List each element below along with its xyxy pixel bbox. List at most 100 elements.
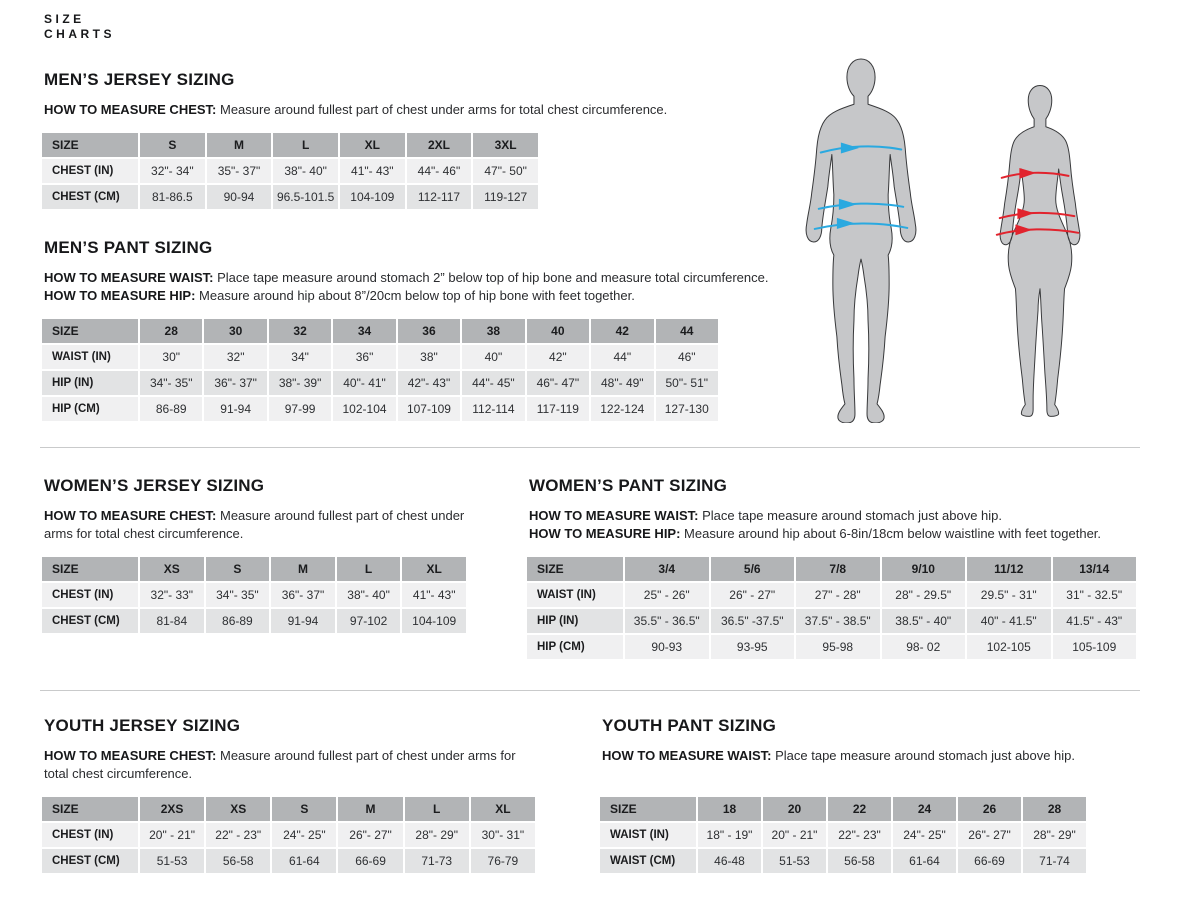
measurement-cell: 27" - 28"	[796, 583, 880, 607]
youth-jersey-section: YOUTH JERSEY SIZING HOW TO MEASURE CHEST…	[42, 716, 562, 875]
table-row: CHEST (IN) 32"- 34" 35"- 37" 38"- 40" 41"- 4…	[42, 159, 538, 183]
measurement-cell: 61-64	[272, 849, 337, 873]
womens-jersey-instructions: HOW TO MEASURE CHEST: Measure around ful…	[42, 507, 477, 543]
measurement-cell: 122-124	[591, 397, 654, 421]
measurement-cell: 36"- 37"	[271, 583, 335, 607]
size-column-header: 2XL	[406, 133, 472, 157]
measurement-cell: 36"	[333, 345, 396, 369]
size-column-header: 28	[140, 319, 203, 343]
measurement-cell: 81-86.5	[140, 185, 205, 209]
row-label: CHEST (IN)	[42, 583, 138, 607]
size-column-header: L	[336, 557, 401, 581]
womens-jersey-section: WOMEN’S JERSEY SIZING HOW TO MEASURE CHE…	[42, 476, 492, 635]
row-label: HIP (CM)	[42, 397, 138, 421]
waist-measurement-arrow	[817, 198, 905, 210]
size-column-header: S	[272, 797, 337, 821]
measure-line: HOW TO MEASURE WAIST: Place tape measure…	[529, 507, 1147, 525]
measurement-cell: 29.5" - 31"	[967, 583, 1051, 607]
measure-label: HOW TO MEASURE HIP:	[529, 526, 681, 541]
measurement-cell: 104-109	[339, 185, 405, 209]
measurement-cell: 31" - 32.5"	[1052, 583, 1136, 607]
measurement-cell: 34"- 35"	[140, 371, 203, 395]
measurement-cell: 61-64	[893, 849, 956, 873]
measurement-cell: 30"- 31"	[470, 823, 535, 847]
measurement-cell: 40" - 41.5"	[967, 609, 1051, 633]
measurement-cell: 47"- 50"	[473, 159, 538, 183]
measurement-cell: 32"- 33"	[140, 583, 204, 607]
measurement-cell: 40"	[462, 345, 525, 369]
measure-label: HOW TO MEASURE WAIST:	[44, 270, 214, 285]
size-column-header: L	[273, 133, 338, 157]
womens-pant-instructions: HOW TO MEASURE WAIST: Place tape measure…	[527, 507, 1147, 543]
measurement-cell: 36.5" -37.5"	[710, 609, 794, 633]
measurement-cell: 42"- 43"	[397, 371, 461, 395]
measurement-cell: 34"- 35"	[205, 583, 270, 607]
measurement-cell: 20" - 21"	[140, 823, 205, 847]
hip-measurement-arrow	[995, 224, 1080, 236]
table-row: CHEST (CM) 51-53 56-58 61-64 66-69 71-73 76-79	[42, 849, 535, 873]
measurement-cell: 28"- 29"	[404, 823, 469, 847]
table-row: CHEST (CM) 81-86.5 90-94 96.5-101.5 104-109 1…	[42, 185, 538, 209]
male-figure-diagram	[805, 58, 917, 423]
youth-pant-instructions: HOW TO MEASURE WAIST: Place tape measure…	[600, 747, 1100, 783]
measurement-cell: 51-53	[763, 849, 826, 873]
measurement-cell: 71-74	[1023, 849, 1086, 873]
measurement-cell: 112-114	[462, 397, 525, 421]
row-label: CHEST (CM)	[42, 609, 138, 633]
measurement-cell: 91-94	[204, 397, 267, 421]
measurement-cell: 28"- 29"	[1023, 823, 1086, 847]
table-row: CHEST (IN) 32"- 33" 34"- 35" 36"- 37" 38"- 4…	[42, 583, 466, 607]
size-column-header: XL	[339, 133, 405, 157]
measure-line: HOW TO MEASURE WAIST: Place tape measure…	[602, 747, 1100, 765]
section-divider	[40, 447, 1140, 448]
row-label: CHEST (CM)	[42, 185, 138, 209]
measurement-cell: 22" - 23"	[206, 823, 271, 847]
size-column-header: XS	[140, 557, 204, 581]
womens-jersey-sizing-table: SIZE XS S M L XL CHEST (IN) 32"- 33" 34"- 35" 36"…	[40, 555, 468, 635]
size-column-header: M	[338, 797, 403, 821]
measurement-cell: 32"	[204, 345, 267, 369]
size-label-header: SIZE	[42, 557, 138, 581]
measurement-cell: 50"- 51"	[655, 371, 718, 395]
measure-text: Place tape measure around stomach just a…	[698, 508, 1002, 523]
measurement-cell: 66-69	[338, 849, 403, 873]
measurement-cell: 36"- 37"	[204, 371, 267, 395]
mens-jersey-instructions: HOW TO MEASURE CHEST: Measure around ful…	[42, 101, 782, 119]
size-column-header: 38	[462, 319, 525, 343]
measurement-cell: 44"- 46"	[406, 159, 472, 183]
measurement-cell: 90-93	[625, 635, 709, 659]
size-column-header: 24	[893, 797, 956, 821]
measurement-cell: 90-94	[206, 185, 272, 209]
measure-text: Measure around fullest part of chest und…	[216, 102, 668, 117]
size-column-header: XS	[206, 797, 271, 821]
measure-line: HOW TO MEASURE CHEST: Measure around ful…	[44, 101, 782, 119]
youth-jersey-instructions: HOW TO MEASURE CHEST: Measure around ful…	[42, 747, 532, 783]
measurement-cell: 46"- 47"	[526, 371, 590, 395]
table-row: WAIST (IN) 25" - 26" 26" - 27" 27" - 28" 28"…	[527, 583, 1136, 607]
size-column-header: M	[206, 133, 272, 157]
youth-jersey-title: YOUTH JERSEY SIZING	[44, 716, 241, 735]
measurement-cell: 104-109	[402, 609, 466, 633]
measurement-cell: 51-53	[140, 849, 205, 873]
measurement-cell: 34"	[268, 345, 332, 369]
measurement-cell: 46-48	[698, 849, 761, 873]
measure-text: Place tape measure around stomach just a…	[771, 748, 1075, 763]
size-label-header: SIZE	[42, 133, 138, 157]
measurement-cell: 24"- 25"	[272, 823, 337, 847]
size-column-header: 22	[828, 797, 891, 821]
size-column-header: 28	[1023, 797, 1086, 821]
female-body-silhouette	[999, 85, 1081, 417]
womens-pant-title: WOMEN’S PANT SIZING	[529, 476, 728, 495]
youth-pant-title: YOUTH PANT SIZING	[602, 716, 777, 735]
size-column-header: 20	[763, 797, 826, 821]
row-label: HIP (IN)	[42, 371, 138, 395]
table-row: CHEST (CM) 81-84 86-89 91-94 97-102 104-109	[42, 609, 466, 633]
mens-pant-sizing-table: SIZE 28 30 32 34 36 38 40 42 44 WAIST (IN) 30" 32" 34…	[40, 317, 720, 423]
size-column-header: 42	[591, 319, 654, 343]
size-column-header: 5/6	[710, 557, 794, 581]
size-column-header: 32	[268, 319, 332, 343]
measurement-cell: 46"	[655, 345, 718, 369]
row-label: HIP (CM)	[527, 635, 623, 659]
size-column-header: 11/12	[967, 557, 1051, 581]
size-column-header: S	[140, 133, 205, 157]
